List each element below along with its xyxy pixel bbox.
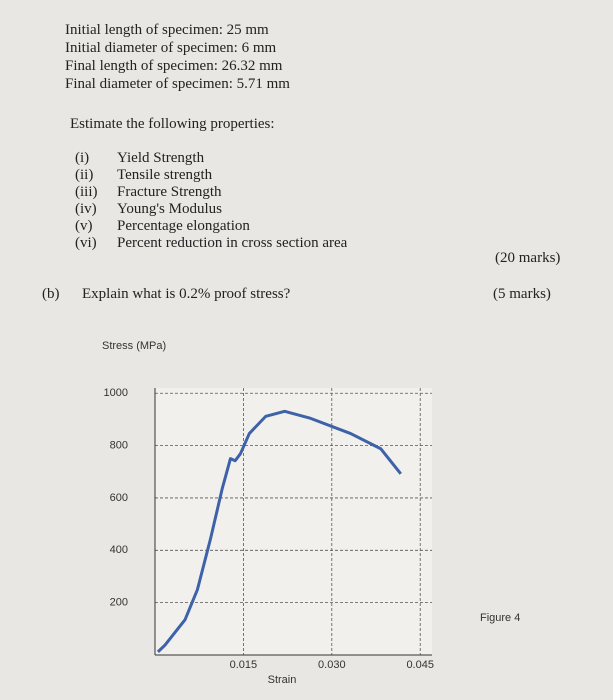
item-numeral: (iii) <box>75 184 98 200</box>
item-numeral: (vi) <box>75 235 97 251</box>
item-numeral: (v) <box>75 218 93 234</box>
stress-strain-curve <box>156 409 402 653</box>
item-numeral: (i) <box>75 150 90 166</box>
question: Explain what is 0.2% proof stress? <box>82 286 291 302</box>
specimen-line: Final length of specimen: 26.32 mm <box>65 58 283 74</box>
marks: (20 marks) <box>495 250 561 266</box>
x-axis-label: Strain <box>268 674 297 686</box>
y-axis-label: Stress (MPa) <box>102 340 166 352</box>
x-tick-label: 0.015 <box>230 659 258 671</box>
item-text: Percent reduction in cross section area <box>117 235 348 251</box>
x-tick-label: 0.045 <box>406 659 434 671</box>
y-tick-label: 600 <box>110 492 128 504</box>
y-tick-label: 1000 <box>104 387 128 399</box>
specimen-line: Final diameter of specimen: 5.71 mm <box>65 76 290 92</box>
part-label: (b) <box>42 286 60 302</box>
x-tick-label: 0.030 <box>318 659 346 671</box>
item-text: Tensile strength <box>117 167 213 183</box>
item-numeral: (iv) <box>75 201 97 217</box>
y-tick-label: 200 <box>110 597 128 609</box>
item-text: Young's Modulus <box>117 201 222 217</box>
prompt: Estimate the following properties: <box>70 116 275 132</box>
figure-caption: Figure 4 <box>480 612 520 624</box>
plot-area <box>155 388 432 655</box>
marks: (5 marks) <box>493 286 551 302</box>
specimen-line: Initial length of specimen: 25 mm <box>65 22 269 38</box>
y-tick-label: 800 <box>110 439 128 451</box>
specimen-line: Initial diameter of specimen: 6 mm <box>65 40 277 56</box>
item-text: Yield Strength <box>117 150 205 166</box>
item-text: Percentage elongation <box>117 218 250 234</box>
y-tick-label: 400 <box>110 544 128 556</box>
item-numeral: (ii) <box>75 167 94 183</box>
item-text: Fracture Strength <box>117 184 222 200</box>
